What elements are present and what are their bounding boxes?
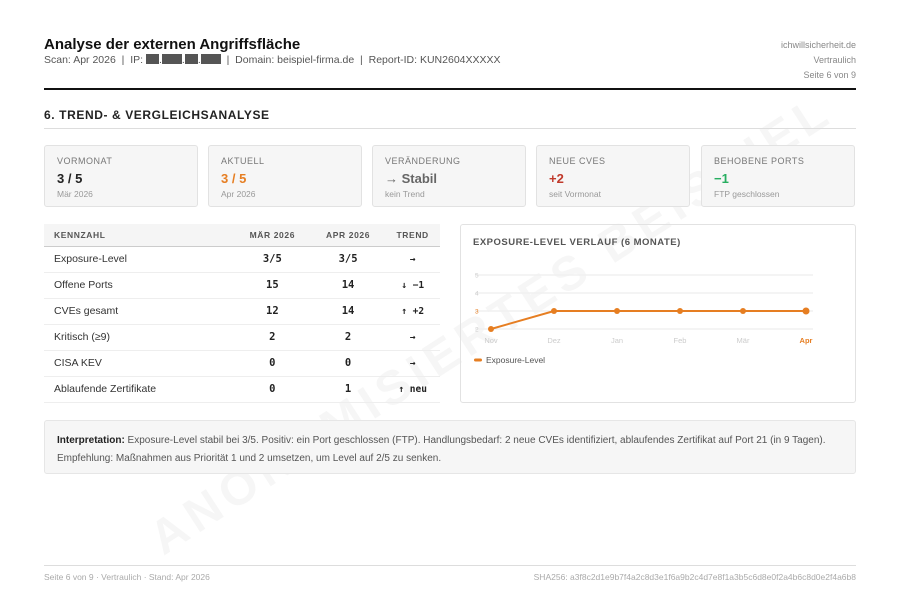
data-point [802,307,810,315]
trend: ↑ +2 [385,298,440,325]
ip-label: IP: [130,54,144,66]
kpi-sub: Apr 2026 [221,189,256,199]
kpi-sub: seit Vormonat [549,189,601,199]
value-apr: 14 [310,298,386,325]
kpi-card-aktuell: AKTUELL 3 / 5 Apr 2026 [208,145,362,207]
kpi-card-neue-cves: NEUE CVES +2 seit Vormonat [536,145,690,207]
kpi-label: NEUE CVES [549,156,606,166]
kpi-card-veraenderung: VERÄNDERUNG → Stabil kein Trend [372,145,526,207]
x-tick-label: Dez [547,336,561,345]
metric-name: Exposure-Level [44,246,234,273]
x-tick-label: Apr [800,336,813,345]
metric-name: Ablaufende Zertifikate [44,376,234,403]
y-tick-label: 4 [475,291,479,298]
chart-title: EXPOSURE-LEVEL VERLAUF (6 MONATE) [473,237,681,248]
y-tick-label: 5 [475,273,479,280]
col-trend: TREND [385,224,440,247]
x-tick-label: Mär [737,336,750,345]
value-mar: 3/5 [233,246,311,273]
value-apr: 2 [310,324,386,351]
metric-name: Offene Ports [44,272,234,299]
scan-date: Scan: Apr 2026 [44,54,116,66]
interpretation-text: Exposure-Level stabil bei 3/5. Positiv: … [57,435,826,464]
report-title: Analyse der externen Angriffsfläche [44,36,301,53]
kpi-sub: kein Trend [385,189,425,199]
kpi-card-vormonat: VORMONAT 3 / 5 Mär 2026 [44,145,198,207]
footer-hash: SHA256: a3f8c2d1e9b7f4a2c8d3e1f6a9b2c4d7… [533,572,856,582]
kpi-card-behobene-ports: BEHOBENE PORTS −1 FTP geschlossen [701,145,855,207]
comparison-table: KENNZAHL MÄR 2026 APR 2026 TREND Exposur… [44,224,440,403]
table-row: Kritisch (≥9) 2 2 → [44,324,440,351]
kpi-value: → Stabil [385,171,438,186]
value-mar: 0 [233,376,311,403]
value-apr: 1 [310,376,386,403]
metric-name: Kritisch (≥9) [44,324,234,351]
value-apr: 14 [310,272,386,299]
table-row: CVEs gesamt 12 14 ↑ +2 [44,298,440,325]
interpretation-label: Interpretation: [57,435,125,446]
table-row: CISA KEV 0 0 → [44,350,440,377]
table-row: Offene Ports 15 14 ↓ −1 [44,272,440,299]
value-mar: 12 [233,298,311,325]
trend: → [385,246,440,273]
footer-divider [44,565,856,566]
kpi-label: AKTUELL [221,156,265,166]
data-point [551,308,557,314]
series-line [490,310,806,330]
value-mar: 15 [233,272,311,299]
exposure-line-chart: 2 3 4 5 Nov Dez Jan Feb Mär Apr Exposure-Level [474,273,813,365]
kpi-value: +2 [549,171,564,186]
trend: ↓ −1 [385,272,440,299]
x-tick-label: Feb [674,336,687,345]
trend: → [385,324,440,351]
kpi-label: VORMONAT [57,156,113,166]
kpi-sub: Mär 2026 [57,189,93,199]
kpi-label: BEHOBENE PORTS [714,156,805,166]
header-meta: ichwillsicherheit.de Vertraulich Seite 6… [781,38,856,83]
report-id: Report-ID: KUN2604XXXXX [368,54,501,66]
metric-name: CISA KEV [44,350,234,377]
data-point [677,308,683,314]
x-tick-label: Nov [484,336,498,345]
confidentiality: Vertraulich [813,55,856,65]
value-mar: 0 [233,350,311,377]
section-divider [44,128,856,129]
y-tick-label: 2 [475,327,479,334]
data-point [614,308,620,314]
header-divider [44,88,856,90]
value-apr: 3/5 [310,246,386,273]
exposure-chart-card: EXPOSURE-LEVEL VERLAUF (6 MONATE) 2 3 4 5 No… [460,224,856,403]
legend-label: Exposure-Level [486,355,545,365]
page-number: Seite 6 von 9 [803,70,856,80]
col-maerz: MÄR 2026 [233,224,311,247]
footer-left: Seite 6 von 9 · Vertraulich · Stand: Apr… [44,572,210,582]
col-kennzahl: KENNZAHL [44,224,234,247]
trend: → [385,350,440,377]
col-april: APR 2026 [310,224,386,247]
table-row: Exposure-Level 3/5 3/5 → [44,246,440,273]
site-name: ichwillsicherheit.de [780,40,856,50]
data-point [488,326,494,332]
x-tick-label: Jan [611,336,623,345]
kpi-value: 3 / 5 [221,171,247,186]
section-title: 6. TREND- & VERGLEICHSANALYSE [44,108,270,122]
trend: ↑ neu [385,376,440,403]
domain: Domain: beispiel-firma.de [235,54,355,66]
legend-swatch [474,358,482,362]
value-mar: 2 [233,324,311,351]
data-point [740,308,746,314]
value-apr: 0 [310,350,386,377]
y-tick-label: 3 [475,309,479,316]
table-row: Ablaufende Zertifikate 0 1 ↑ neu [44,376,440,403]
table-header-row: KENNZAHL MÄR 2026 APR 2026 TREND [44,224,440,247]
kpi-sub: FTP geschlossen [714,189,780,199]
kpi-value: −1 [714,171,729,186]
interpretation-box: Interpretation: Exposure-Level stabil be… [44,420,856,474]
redacted-ip: ... [145,54,221,66]
report-subtitle: Scan: Apr 2026 | IP: ... | Domain: beisp… [44,54,501,66]
kpi-label: VERÄNDERUNG [385,156,461,166]
kpi-value: 3 / 5 [57,171,83,186]
metric-name: CVEs gesamt [44,298,234,325]
